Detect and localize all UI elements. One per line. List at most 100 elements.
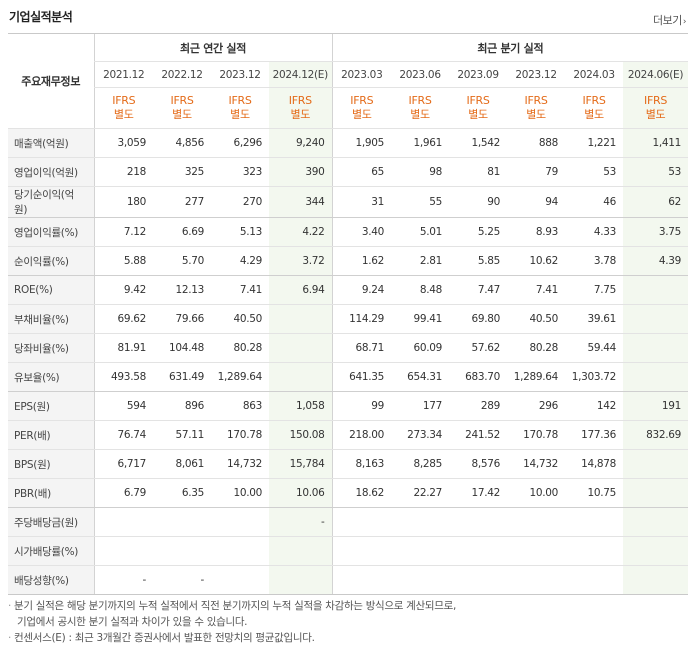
table-cell (623, 304, 689, 334)
table-cell: 8,061 (153, 449, 211, 479)
ifrs-sub-label: 별도 (172, 108, 192, 121)
table-cell: 55 (391, 186, 450, 218)
table-cell: 14,732 (507, 449, 566, 479)
ifrs-label: IFRS (350, 94, 374, 107)
table-cell: 5.85 (449, 246, 508, 276)
table-cell (391, 565, 450, 595)
row-label: 영업이익률(%) (8, 217, 94, 247)
table-cell: 57.62 (449, 333, 508, 363)
table-cell: 3.78 (565, 246, 624, 276)
table-cell (565, 507, 624, 537)
table-cell: 10.00 (507, 478, 566, 508)
more-link[interactable]: 더보기› (653, 12, 687, 28)
table-cell: 641.35 (331, 362, 392, 392)
table-cell: 594 (93, 391, 153, 421)
ifrs-sub-label: 별도 (113, 108, 134, 121)
table-row: 영업이익(억원) 218 325 323 390 65 98 81 79 53 53 (8, 157, 689, 187)
ifrs-label: IFRS (644, 94, 668, 107)
table-cell: 53 (565, 157, 624, 187)
table-row: EPS(원) 594 896 863 1,058 99 177 289 296 142 191 (8, 391, 689, 421)
table-cell: 177.36 (565, 420, 624, 450)
table-cell (449, 507, 508, 537)
period-header: 2022.12 (153, 61, 211, 88)
table-cell (507, 536, 566, 566)
table-cell: 53 (623, 157, 689, 187)
table-cell: 177 (391, 391, 450, 421)
table-cell: 390 (269, 157, 333, 187)
table-cell: 114.29 (331, 304, 392, 334)
table-cell: 863 (211, 391, 269, 421)
table-cell: 8.93 (507, 217, 566, 247)
ifrs-sub-label: 별도 (410, 108, 430, 121)
ifrs-header: IFRS 별도 (153, 87, 211, 129)
table-cell (269, 362, 333, 392)
table-cell: 270 (211, 186, 269, 218)
table-cell: 62 (623, 186, 689, 218)
ifrs-header: IFRS 별도 (565, 87, 624, 129)
table-cell: 150.08 (269, 420, 333, 450)
table-cell: 832.69 (623, 420, 689, 450)
period-header: 2023.03 (331, 61, 392, 88)
table-cell (211, 507, 269, 537)
ifrs-label: IFRS (582, 94, 606, 107)
table-cell: 277 (153, 186, 211, 218)
table-cell: - (153, 565, 211, 595)
table-cell: 7.12 (93, 217, 153, 247)
table-cell: 4.22 (269, 217, 333, 247)
row-label: 당기순이익(억원) (8, 186, 94, 218)
table-cell: 69.62 (93, 304, 153, 334)
table-cell: 1,905 (331, 128, 392, 158)
table-cell: 5.13 (211, 217, 269, 247)
table-cell: 8,285 (391, 449, 450, 479)
ifrs-sub-label: 별도 (230, 108, 250, 121)
chevron-right-icon: › (682, 17, 687, 27)
ifrs-header: IFRS 별도 (507, 87, 566, 129)
table-cell (623, 565, 689, 595)
table-cell: 3.40 (331, 217, 392, 247)
footnotes: · 분기 실적은 해당 분기까지의 누적 실적에서 직전 분기까지의 누적 실적을… (8, 598, 456, 646)
table-cell: 98 (391, 157, 450, 187)
financial-table: 주요재무정보 최근 연간 실적 최근 분기 실적 2021.12 2022.12 2… (8, 33, 689, 595)
table-cell: 3,059 (93, 128, 153, 158)
row-label: BPS(원) (8, 449, 94, 479)
ifrs-header: IFRS 별도 (623, 87, 689, 129)
table-row: 매출액(억원) 3,059 4,856 6,296 9,240 1,905 1,961 1,5… (8, 128, 689, 158)
table-cell: 6,717 (93, 449, 153, 479)
table-cell: 8.48 (391, 275, 450, 305)
table-cell: 90 (449, 186, 508, 218)
table-row: PBR(배) 6.79 6.35 10.00 10.06 18.62 22.27 17.42 1… (8, 478, 689, 508)
table-cell: 1,289.64 (507, 362, 566, 392)
table-cell: - (269, 507, 333, 537)
table-row: 주당배당금(원) - (8, 507, 689, 537)
footnote-2: · 컨센서스(E) : 최근 3개월간 증권사에서 발표한 전망치의 평균값입니다… (8, 632, 315, 644)
table-cell (623, 478, 689, 508)
table-cell: 6,296 (211, 128, 269, 158)
table-cell: 1,058 (269, 391, 333, 421)
table-cell: 5.25 (449, 217, 508, 247)
table-cell: 6.94 (269, 275, 333, 305)
table-cell: 273.34 (391, 420, 450, 450)
table-row: 유보율(%) 493.58 631.49 1,289.64 641.35 654.31 68… (8, 362, 689, 392)
table-cell: 68.71 (331, 333, 392, 363)
table-cell: 5.88 (93, 246, 153, 276)
table-cell (269, 304, 333, 334)
table-cell: 14,732 (211, 449, 269, 479)
quarter-header: 최근 분기 실적 (331, 33, 689, 62)
period-header: 2023.12 (507, 61, 566, 88)
table-cell (565, 565, 624, 595)
table-cell: 7.41 (507, 275, 566, 305)
table-cell (507, 565, 566, 595)
table-cell: 60.09 (391, 333, 450, 363)
table-cell: 9.42 (93, 275, 153, 305)
table-row: BPS(원) 6,717 8,061 14,732 15,784 8,163 8,285 8,… (8, 449, 689, 479)
table-cell: 323 (211, 157, 269, 187)
table-row: PER(배) 76.74 57.11 170.78 150.08 218.00 273.34… (8, 420, 689, 450)
table-cell (269, 333, 333, 363)
ifrs-label: IFRS (466, 94, 490, 107)
table-cell: 10.62 (507, 246, 566, 276)
table-cell: 1,289.64 (211, 362, 269, 392)
table-cell: 170.78 (507, 420, 566, 450)
table-cell: 81.91 (93, 333, 153, 363)
table-cell: 9.24 (331, 275, 392, 305)
table-cell: 4.29 (211, 246, 269, 276)
